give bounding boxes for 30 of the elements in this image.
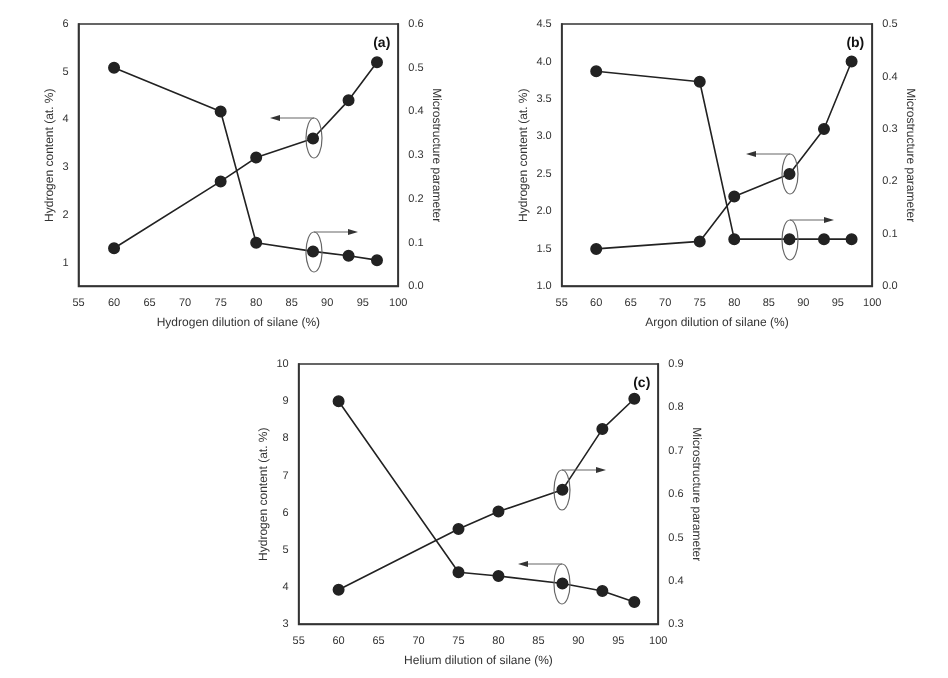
point — [628, 596, 641, 609]
point — [492, 570, 505, 583]
point — [845, 233, 858, 246]
point — [108, 242, 121, 255]
point — [332, 395, 345, 408]
point — [693, 235, 706, 248]
point — [596, 423, 609, 436]
point — [452, 566, 465, 579]
point — [342, 249, 355, 262]
point — [452, 522, 465, 535]
point — [728, 233, 741, 246]
point — [214, 175, 227, 188]
point — [370, 56, 383, 69]
point — [590, 65, 603, 78]
point — [370, 254, 383, 267]
point — [250, 151, 263, 164]
point — [817, 122, 830, 135]
point — [214, 105, 227, 118]
point — [817, 233, 830, 246]
point — [693, 75, 706, 88]
point — [492, 505, 505, 518]
point — [250, 236, 263, 249]
point — [628, 392, 641, 405]
point — [332, 583, 345, 596]
point — [342, 94, 355, 107]
point — [728, 190, 741, 203]
point — [845, 55, 858, 68]
point — [596, 584, 609, 597]
point — [590, 242, 603, 255]
point — [108, 61, 121, 74]
